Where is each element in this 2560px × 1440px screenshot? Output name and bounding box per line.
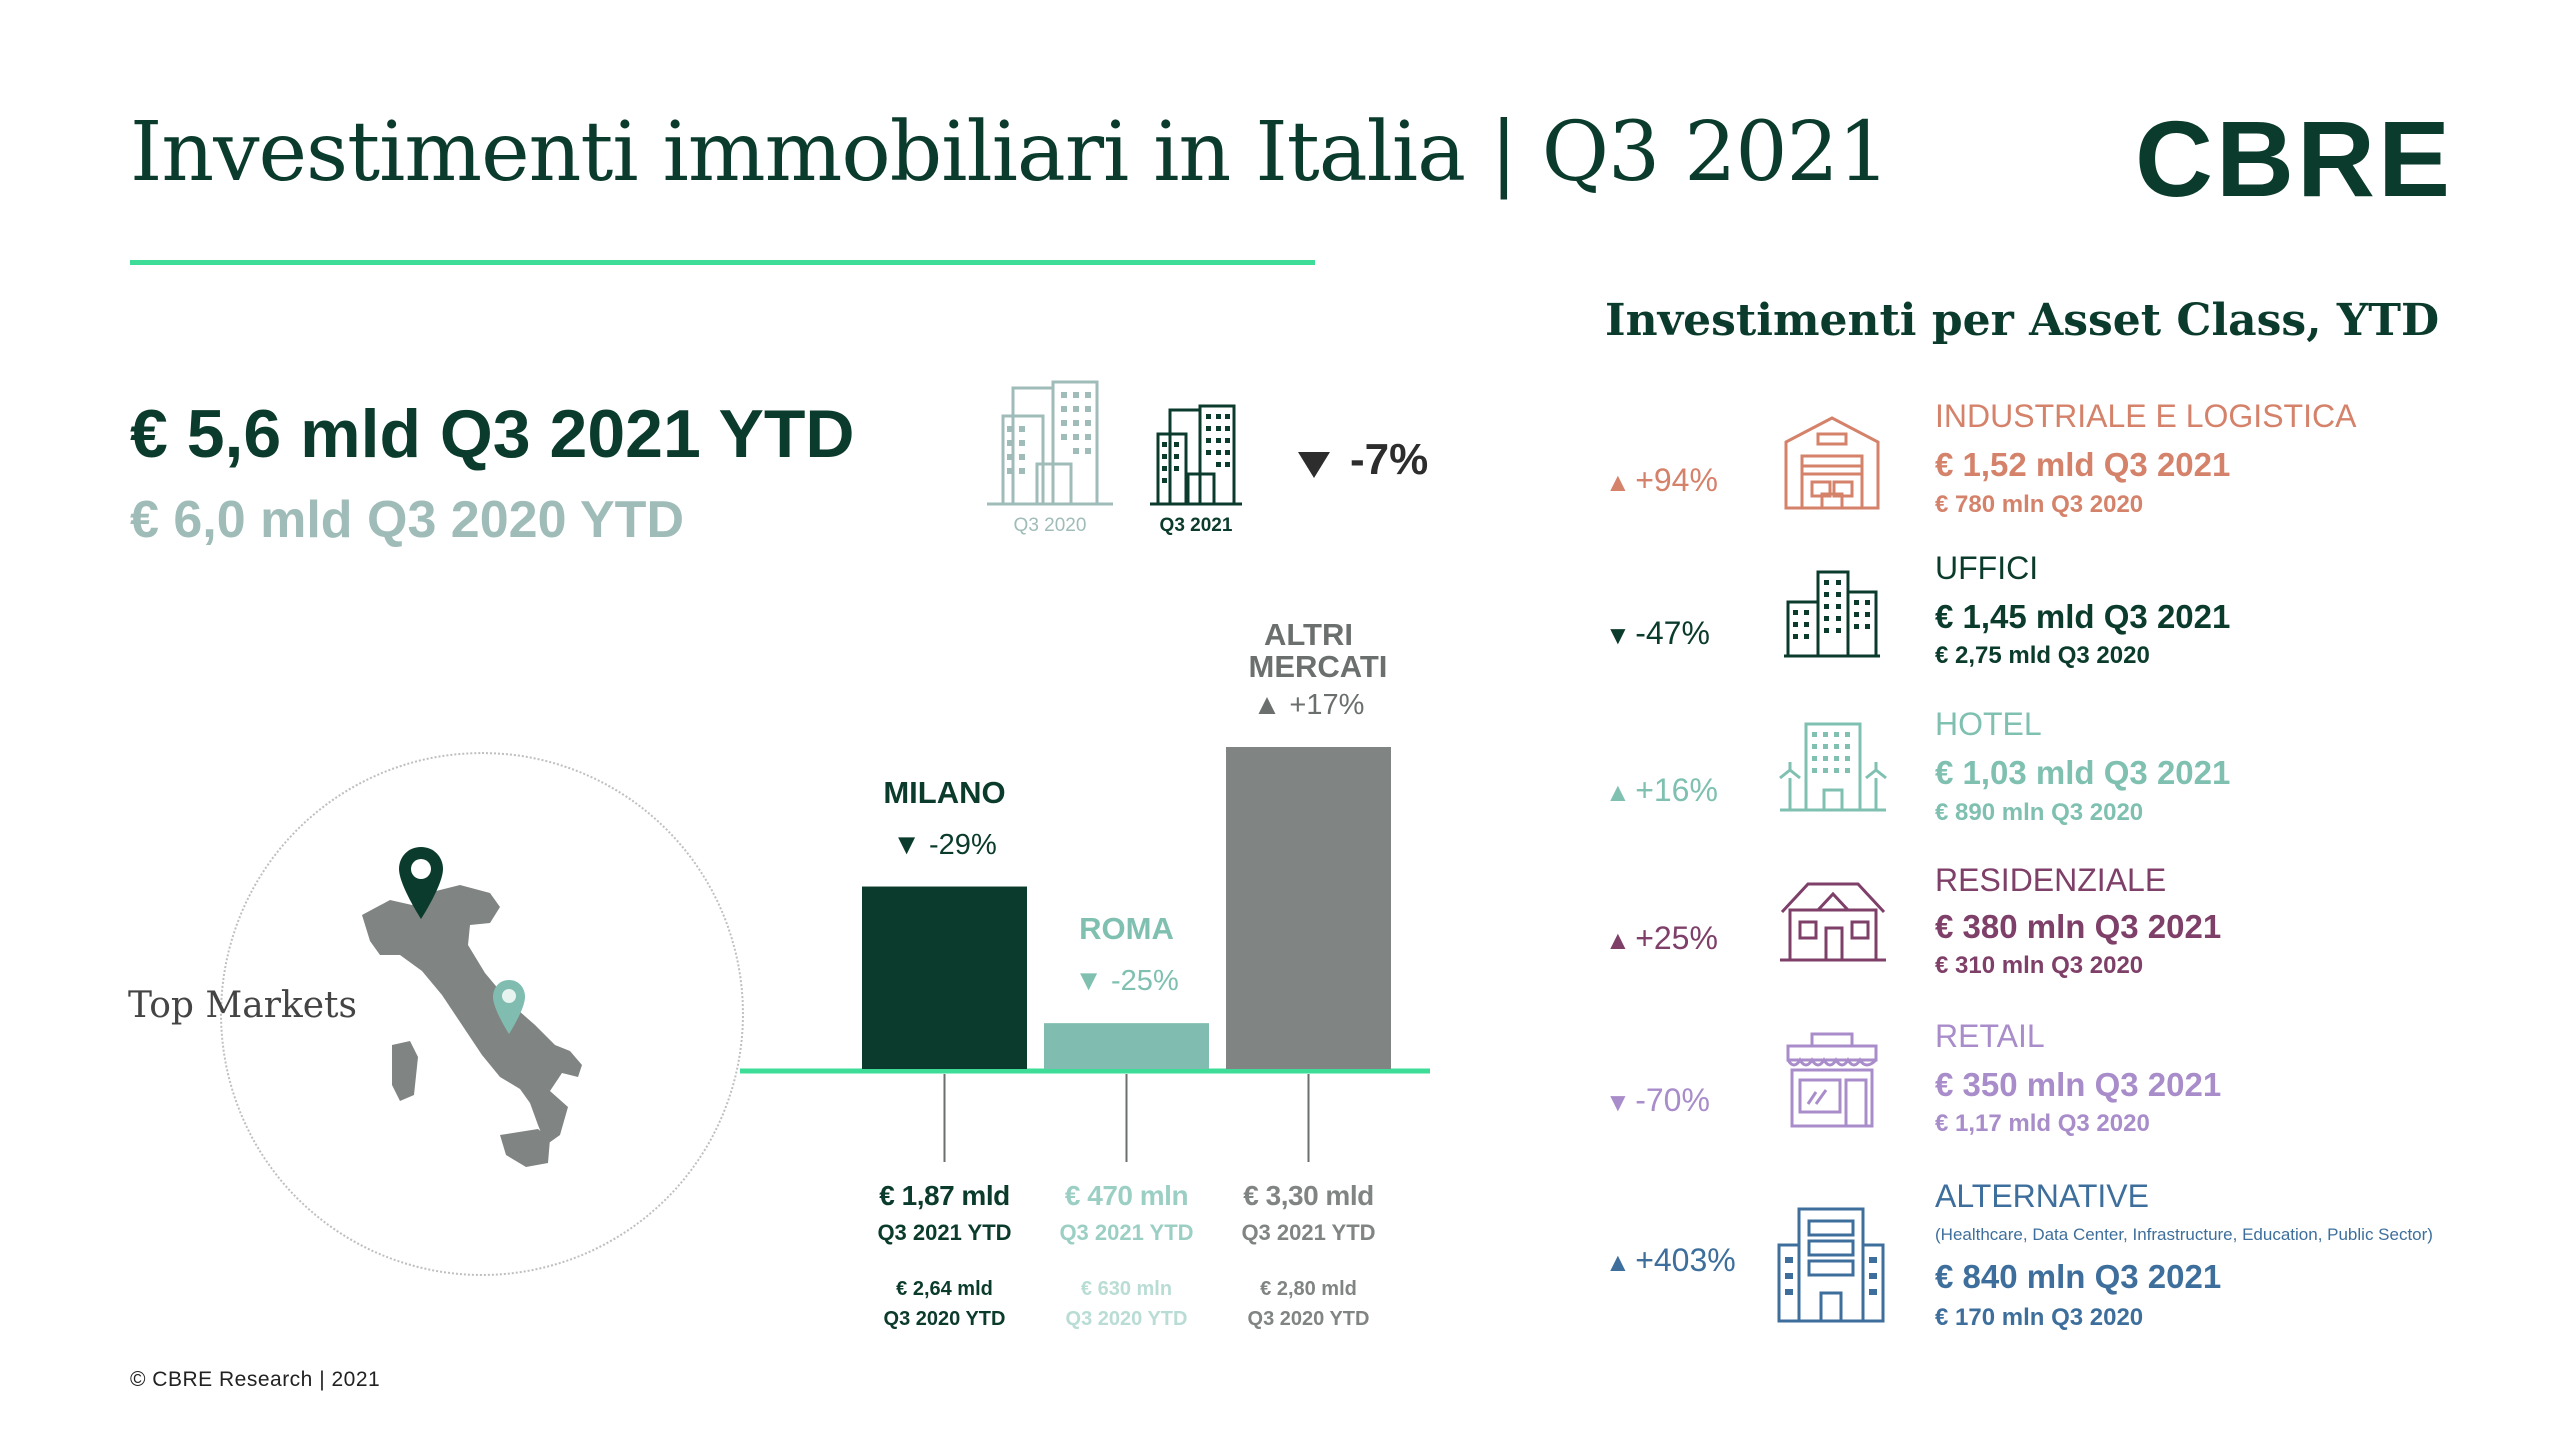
- asset-change-retail: ▼ -70%: [1605, 1082, 1710, 1119]
- year-label-2020: Q3 2020: [1013, 515, 1087, 536]
- asset-name-offices: UFFICI: [1935, 550, 2039, 586]
- change-value: -47%: [1635, 615, 1710, 651]
- bar-value-2020: € 630 mln: [1080, 1278, 1173, 1300]
- title-underline: [130, 260, 1315, 265]
- asset-name-hotel: HOTEL: [1935, 706, 2042, 742]
- total-change: -7%: [1350, 435, 1429, 484]
- bar-milano: [862, 886, 1027, 1069]
- asset-name-residential: RESIDENZIALE: [1935, 862, 2167, 898]
- bar-value-2021: € 3,30 mld: [1243, 1180, 1374, 1211]
- warehouse-icon: [1784, 416, 1880, 510]
- buildings-2020-icon: [987, 380, 1113, 506]
- change-value: -70%: [1635, 1082, 1710, 1118]
- bar-value-2021: € 1,87 mld: [879, 1180, 1010, 1211]
- asset-change-alternative: ▲ +403%: [1605, 1242, 1736, 1279]
- total-investment-2020: € 6,0 mld Q3 2020 YTD: [130, 491, 684, 549]
- asset-value-2020-residential: € 310 mln Q3 2020: [1935, 952, 2144, 979]
- asset-name-retail: RETAIL: [1935, 1018, 2045, 1054]
- server-building-icon: [1777, 1207, 1885, 1323]
- asset-note-alternative: (Healthcare, Data Center, Infrastructure…: [1935, 1225, 2433, 1244]
- bar-altri-mercati: [1226, 747, 1391, 1069]
- asset-value-2020-offices: € 2,75 mld Q3 2020: [1935, 642, 2150, 669]
- top-markets-label: Top Markets: [128, 985, 357, 1026]
- roma-pin-icon: [493, 980, 525, 1034]
- year-label-2021: Q3 2021: [1159, 515, 1233, 536]
- asset-value-2021-residential: € 380 mln Q3 2021: [1935, 908, 2222, 945]
- asset-value-2020-hotel: € 890 mln Q3 2020: [1935, 799, 2144, 826]
- up-triangle-icon: ▲: [1605, 777, 1631, 807]
- bar-change-label: ▲ +17%: [1252, 689, 1365, 721]
- change-value: +25%: [1635, 920, 1718, 956]
- asset-class-title: Investimenti per Asset Class, YTD: [1605, 295, 2440, 346]
- house-icon: [1780, 882, 1886, 962]
- buildings-2021-icon: [1150, 404, 1242, 506]
- up-triangle-icon: ▲: [1605, 467, 1631, 497]
- page-title: Investimenti immobiliari in Italia | Q3 …: [130, 105, 1890, 200]
- bar-change-label: ▼ -29%: [892, 828, 997, 861]
- office-buildings-icon: [1784, 570, 1880, 658]
- bar-sub-label-2021: Q3 2021 YTD: [1241, 1220, 1376, 1245]
- up-triangle-icon: ▲: [1605, 1247, 1631, 1277]
- bar-change-label: ▼ -25%: [1074, 965, 1179, 998]
- italy-map: [362, 885, 582, 1167]
- bar-value-2021: € 470 mln: [1064, 1180, 1189, 1211]
- down-triangle-icon: ▼: [1605, 1087, 1631, 1117]
- copyright: © CBRE Research | 2021: [130, 1368, 381, 1391]
- bar-value-2020: € 2,80 mld: [1260, 1278, 1357, 1300]
- asset-value-2020-alternative: € 170 mln Q3 2020: [1935, 1304, 2144, 1331]
- asset-value-2020-industrial: € 780 mln Q3 2020: [1935, 491, 2144, 518]
- change-value: +403%: [1635, 1242, 1736, 1278]
- change-value: +16%: [1635, 772, 1718, 808]
- up-triangle-icon: ▲: [1605, 925, 1631, 955]
- total-investment-2021: € 5,6 mld Q3 2021 YTD: [130, 396, 855, 472]
- asset-name-industrial: INDUSTRIALE E LOGISTICA: [1935, 398, 2357, 434]
- milano-pin-icon: [399, 847, 443, 919]
- asset-name-alternative: ALTERNATIVE: [1935, 1178, 2149, 1214]
- asset-change-residential: ▲ +25%: [1605, 920, 1718, 957]
- bar-label: ALTRI MERCATI: [1248, 617, 1388, 684]
- asset-change-hotel: ▲ +16%: [1605, 772, 1718, 809]
- asset-value-2020-retail: € 1,17 mld Q3 2020: [1935, 1110, 2150, 1137]
- down-triangle-icon: ▼: [1605, 620, 1631, 650]
- bar-sub-label-2020: Q3 2020 YTD: [883, 1308, 1006, 1330]
- asset-value-2021-hotel: € 1,03 mld Q3 2021: [1935, 754, 2231, 791]
- bar-sub-label-2021: Q3 2021 YTD: [877, 1220, 1012, 1245]
- map-circle: [220, 752, 744, 1276]
- asset-value-2021-offices: € 1,45 mld Q3 2021: [1935, 598, 2231, 635]
- asset-value-2021-industrial: € 1,52 mld Q3 2021: [1935, 446, 2231, 483]
- bar-sub-label-2020: Q3 2020 YTD: [1065, 1308, 1188, 1330]
- hotel-icon: [1779, 722, 1887, 812]
- asset-value-2021-alternative: € 840 mln Q3 2021: [1935, 1258, 2222, 1295]
- down-triangle-icon: [1298, 452, 1330, 478]
- bar-label: ROMA: [1079, 911, 1174, 947]
- bar-label: MILANO: [883, 774, 1006, 810]
- shop-icon: [1786, 1032, 1878, 1128]
- bar-sub-label-2021: Q3 2021 YTD: [1059, 1220, 1194, 1245]
- cbre-logo: CBRE: [2135, 98, 2454, 219]
- asset-change-offices: ▼ -47%: [1605, 615, 1710, 652]
- bar-value-2020: € 2,64 mld: [896, 1278, 993, 1300]
- change-value: +94%: [1635, 462, 1718, 498]
- asset-change-industrial: ▲ +94%: [1605, 462, 1718, 499]
- asset-value-2021-retail: € 350 mln Q3 2021: [1935, 1066, 2222, 1103]
- bar-roma: [1044, 1023, 1209, 1069]
- bar-sub-label-2020: Q3 2020 YTD: [1247, 1308, 1370, 1330]
